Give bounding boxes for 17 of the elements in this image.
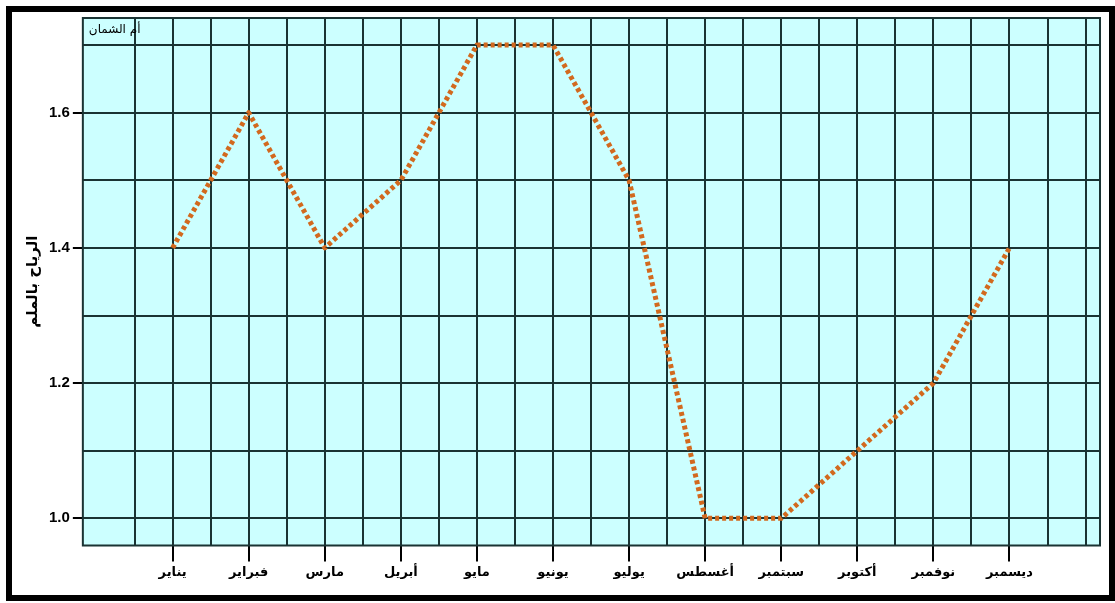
x-tick-label: مارس (305, 563, 344, 579)
x-tick-label: سبتمبر (757, 563, 804, 579)
y-tick-label: 1.0 (48, 508, 70, 526)
x-tick-label: يونيو (536, 563, 569, 579)
x-tick-label: نوفمبر (910, 563, 956, 579)
y-tick-label: 1.6 (48, 102, 70, 120)
x-tick-label: مايو (462, 563, 490, 579)
x-tick-label: يوليو (612, 563, 645, 579)
x-tick-label: أغسطس (676, 562, 734, 579)
y-tick-label: 1.4 (48, 238, 71, 256)
x-tick-label: ديسمبر (985, 563, 1034, 579)
x-tick-label: أبريل (383, 562, 418, 579)
x-tick-label: يناير (157, 563, 187, 579)
y-tick-label: 1.2 (48, 373, 70, 391)
y-axis-title: الرياح بالملم (22, 235, 41, 328)
x-tick-label: أكتوبر (837, 562, 877, 579)
x-tick-label: فبراير (228, 563, 269, 579)
